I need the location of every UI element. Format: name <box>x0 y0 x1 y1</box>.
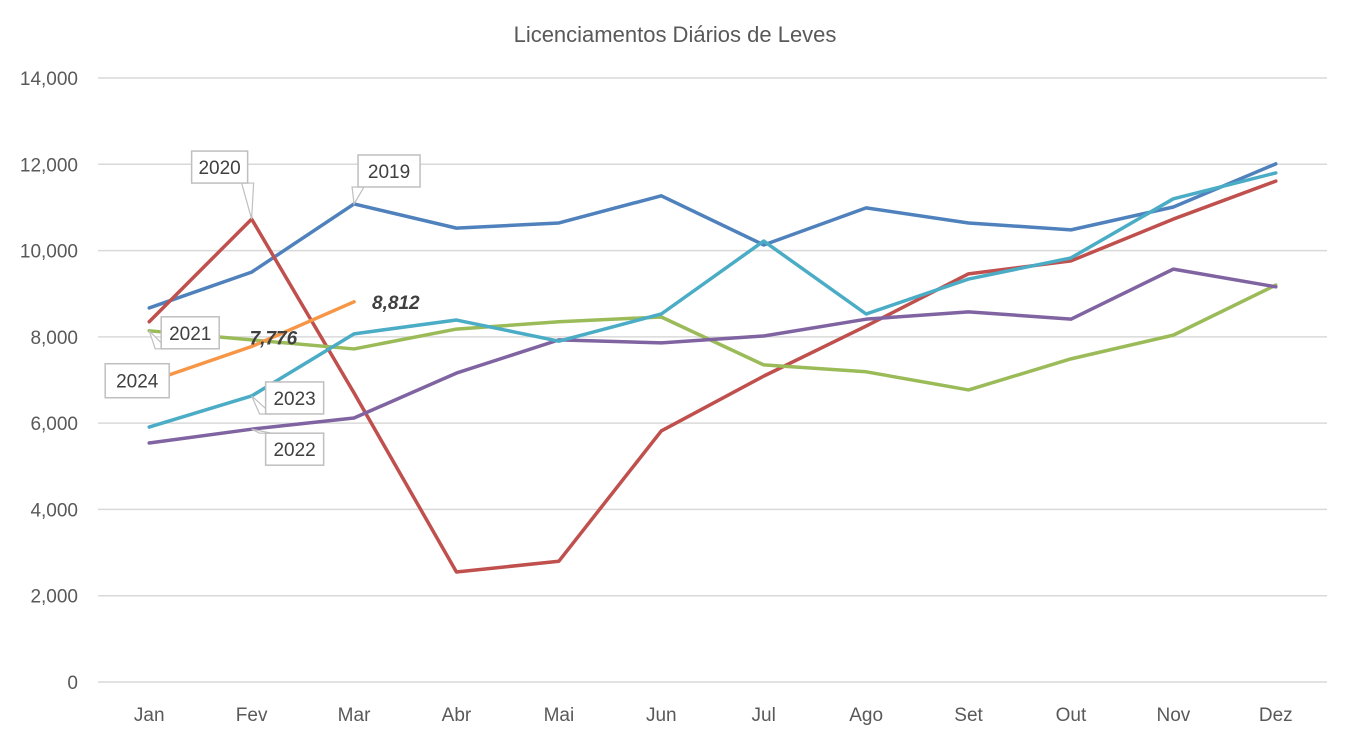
callout-box <box>357 154 421 188</box>
y-tick-label: 2,000 <box>30 587 78 608</box>
y-tick-label: 8,000 <box>30 328 78 349</box>
callout-2019: 2019 <box>351 154 421 206</box>
callout-label: 2024 <box>116 372 159 393</box>
callout-2024: 2024 <box>104 362 170 399</box>
series-line-2019 <box>147 162 1278 310</box>
callout-box <box>264 432 325 466</box>
x-tick-label: Nov <box>1156 705 1190 726</box>
x-tick-label: Jul <box>752 705 776 726</box>
y-axis-ticks: 0 2,000 4,000 6,000 8,000 10,000 12,000 14,000 <box>20 69 78 694</box>
series-callouts: 2019 2020 2021 2022 2023 2024 <box>104 150 421 466</box>
series-line-2023 <box>147 171 1278 429</box>
callout-2022: 2022 <box>251 428 325 466</box>
series-line-2020 <box>147 179 1278 574</box>
x-tick-label: Jan <box>134 705 165 726</box>
callout-label: 2021 <box>169 324 211 345</box>
callout-label: 2022 <box>273 440 315 461</box>
callout-box <box>190 150 249 184</box>
x-tick-label: Dez <box>1259 705 1293 726</box>
callout-box <box>104 362 170 399</box>
callout-2020: 2020 <box>190 150 255 220</box>
y-tick-label: 4,000 <box>30 500 78 521</box>
x-tick-label: Abr <box>442 705 472 726</box>
y-tick-label: 0 <box>67 673 78 694</box>
x-tick-label: Ago <box>849 705 883 726</box>
callout-2023: 2023 <box>251 381 325 415</box>
callout-box <box>160 316 220 350</box>
callout-label: 2023 <box>273 389 315 410</box>
x-tick-label: Fev <box>236 705 268 726</box>
y-tick-label: 10,000 <box>20 242 78 263</box>
x-tick-label: Mai <box>544 705 575 726</box>
x-tick-label: Jun <box>646 705 677 726</box>
x-tick-label: Mar <box>338 705 371 726</box>
chart-title: Licenciamentos Diários de Leves <box>514 22 837 47</box>
x-tick-label: Out <box>1056 705 1087 726</box>
callout-pointer <box>240 182 255 220</box>
y-tick-label: 6,000 <box>30 414 78 435</box>
y-tick-label: 14,000 <box>20 69 78 90</box>
series-lines <box>147 162 1278 574</box>
y-tick-label: 12,000 <box>20 155 78 176</box>
callout-pointer <box>351 186 366 206</box>
callout-label: 2020 <box>198 158 240 179</box>
data-label-2024-Mar: 8,812 <box>372 293 420 314</box>
callout-box <box>264 381 325 415</box>
x-tick-label: Set <box>954 705 983 726</box>
data-label-2024-Fev: 7,776 <box>250 329 298 350</box>
x-axis-ticks: Jan Fev Mar Abr Mai Jun Jul Ago Set Out Nov Dez <box>134 705 1293 726</box>
callout-2021: 2021 <box>148 316 220 350</box>
data-labels: 7,776 8,812 <box>250 293 420 350</box>
callout-label: 2019 <box>368 162 410 183</box>
series-line-2022 <box>147 267 1278 445</box>
gridlines <box>98 77 1327 683</box>
